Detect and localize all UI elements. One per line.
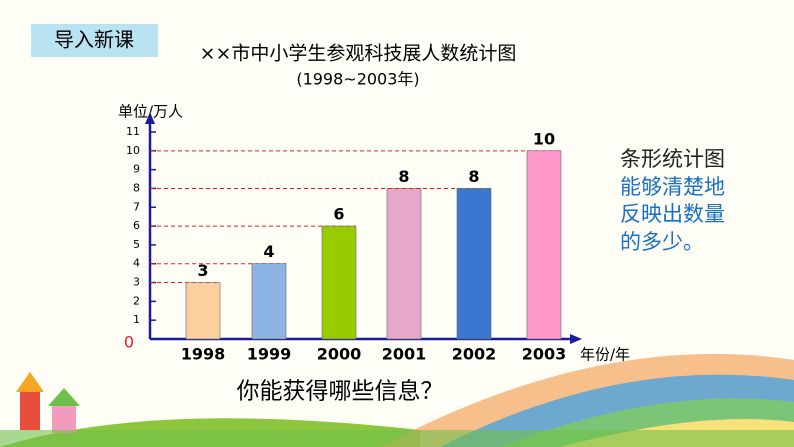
y-tick-label: 10 — [126, 144, 140, 157]
x-tick-label: 1999 — [247, 345, 292, 364]
decoration — [0, 353, 794, 447]
y-tick-label: 9 — [133, 163, 140, 176]
x-axis-label: 年份/年 — [580, 346, 630, 364]
badge-box — [31, 24, 158, 57]
data-label: 10 — [533, 129, 555, 148]
y-tick-label: 5 — [133, 238, 140, 251]
bar — [526, 150, 562, 340]
bar — [251, 263, 287, 340]
y-tick-label: 0 — [124, 333, 134, 352]
x-tick-label: 2001 — [382, 345, 427, 364]
x-tick-label: 1998 — [181, 345, 226, 364]
badge: 导入新课 — [54, 28, 134, 52]
x-axis-arrow — [570, 334, 582, 344]
y-tick-label: 4 — [133, 257, 140, 270]
x-tick-label: 2002 — [452, 345, 497, 364]
data-label: 8 — [398, 167, 409, 186]
data-label: 4 — [263, 242, 274, 261]
chart-subtitle: (1998~2003年) — [296, 70, 419, 89]
data-label: 6 — [333, 205, 344, 224]
y-tick-label: 6 — [133, 219, 140, 232]
y-tick-label: 3 — [133, 276, 140, 289]
note-line: 能够清楚地 — [620, 175, 725, 199]
y-tick-label: 1 — [133, 313, 140, 326]
bar — [321, 225, 357, 340]
y-axis-label: 单位/万人 — [118, 103, 183, 121]
bar — [185, 282, 221, 340]
data-label: 8 — [468, 167, 479, 186]
y-tick-label: 11 — [126, 125, 140, 138]
bar — [386, 188, 422, 340]
y-tick-label: 7 — [133, 200, 140, 213]
question: 你能获得哪些信息？ — [237, 379, 444, 405]
note-line: 条形统计图 — [620, 147, 725, 171]
note-line: 反映出数量 — [620, 202, 725, 226]
x-tick-label: 2003 — [522, 345, 567, 364]
chart-title: ××市中小学生参观科技展人数统计图 — [200, 43, 517, 65]
data-label: 3 — [197, 261, 208, 280]
y-axis-arrow — [145, 112, 155, 124]
note-line: 的多少。 — [620, 230, 704, 254]
bar — [456, 188, 492, 340]
x-tick-label: 2000 — [317, 345, 362, 364]
y-tick-label: 2 — [133, 294, 140, 307]
y-tick-label: 8 — [133, 181, 140, 194]
